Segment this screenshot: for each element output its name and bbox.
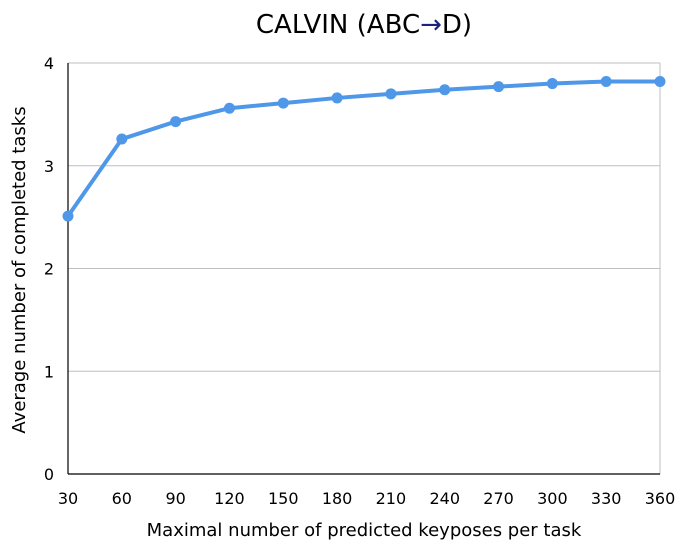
- y-tick-label: 0: [44, 465, 54, 484]
- x-tick-label: 270: [483, 489, 514, 508]
- data-point: [223, 102, 235, 114]
- data-point: [654, 75, 666, 87]
- y-tick-labels: 0 1 2 3 4: [44, 54, 54, 484]
- x-tick-label: 360: [645, 489, 675, 508]
- data-point: [385, 88, 397, 100]
- x-tick-label: 120: [214, 489, 245, 508]
- data-point: [170, 116, 182, 128]
- data-point: [116, 133, 128, 145]
- chart-title-prefix: CALVIN (ABC: [256, 10, 420, 40]
- x-tick-label: 150: [268, 489, 299, 508]
- title-arrow: →: [420, 10, 442, 40]
- data-point: [439, 84, 451, 96]
- data-point: [546, 78, 558, 90]
- y-tick-label: 2: [44, 260, 54, 279]
- y-axis-label: Average number of completed tasks: [9, 106, 30, 433]
- y-tick-label: 4: [44, 54, 54, 73]
- x-axis-label: Maximal number of predicted keyposes per…: [147, 520, 582, 540]
- chart-title: CALVIN (ABC→D): [256, 10, 472, 40]
- x-tick-label: 180: [322, 489, 353, 508]
- data-point: [277, 97, 289, 109]
- grid-lines: [68, 62, 661, 474]
- x-tick-label: 60: [112, 489, 132, 508]
- data-point: [62, 210, 74, 222]
- x-tick-labels: 30 60 90 120 150 180 210 240 270 300 330 360: [58, 489, 675, 508]
- axes: [67, 63, 660, 475]
- y-tick-label: 3: [44, 157, 54, 176]
- x-tick-label: 210: [376, 489, 407, 508]
- x-tick-label: 90: [165, 489, 185, 508]
- series-layer: [62, 75, 666, 222]
- data-point: [600, 75, 612, 87]
- chart-title-suffix: D): [442, 10, 472, 40]
- data-point: [493, 81, 505, 93]
- x-tick-label: 330: [591, 489, 622, 508]
- series-line: [66, 79, 662, 219]
- x-tick-label: 300: [537, 489, 568, 508]
- x-tick-label: 30: [58, 489, 78, 508]
- data-point: [331, 92, 343, 104]
- x-tick-label: 240: [429, 489, 460, 508]
- y-tick-label: 1: [44, 362, 54, 381]
